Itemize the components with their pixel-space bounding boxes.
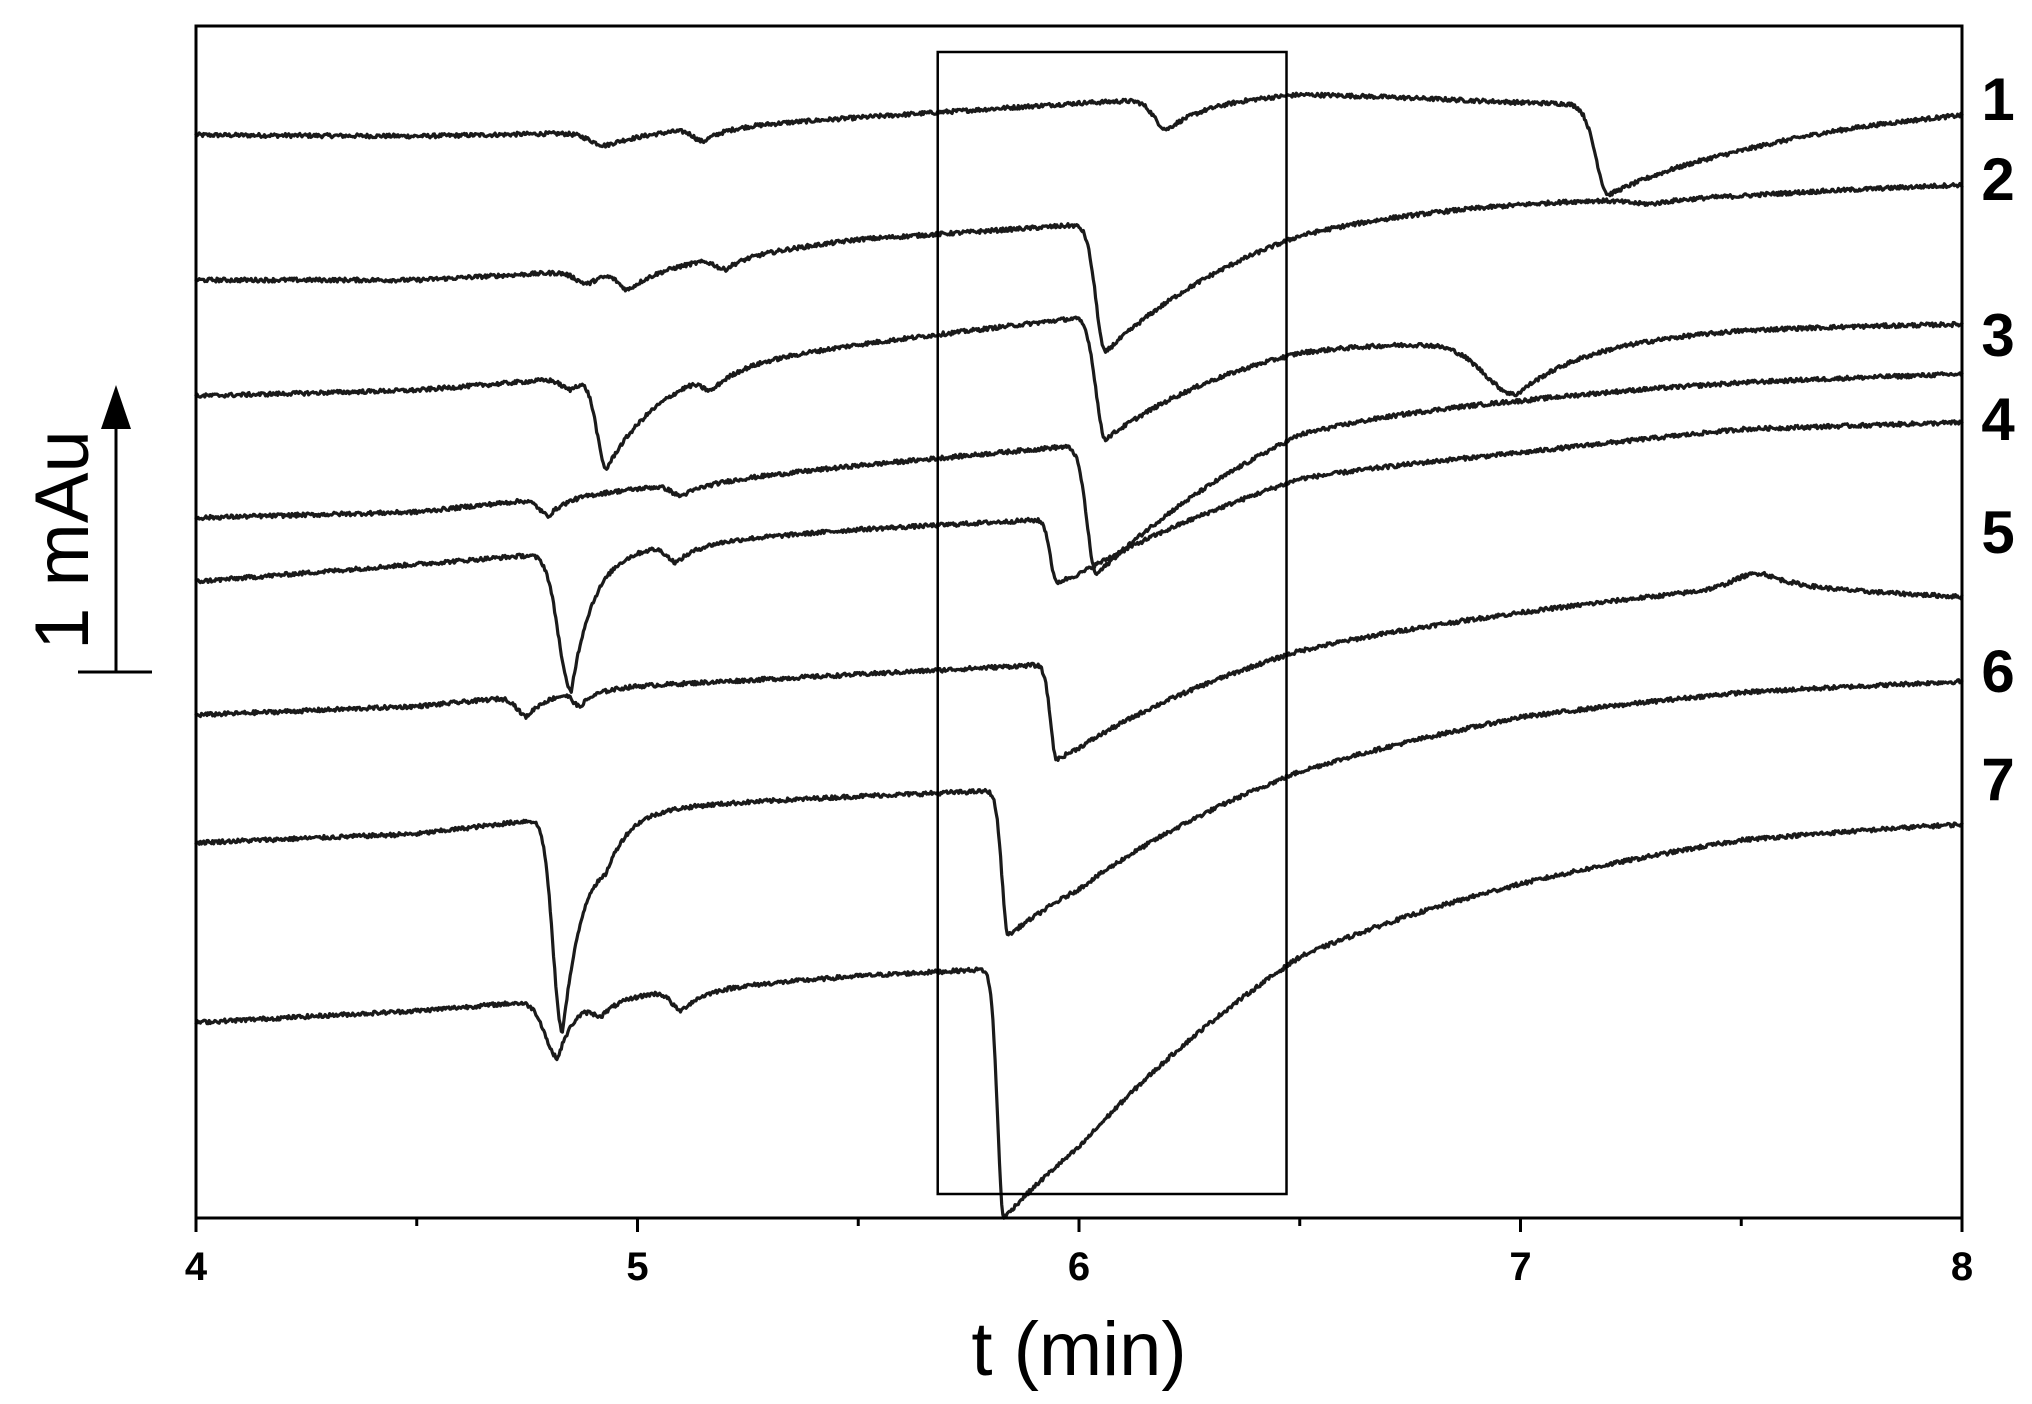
trace-line [194, 678, 1964, 1034]
trace-label: 4 [1981, 386, 2015, 453]
x-tick-label: 7 [1509, 1245, 1531, 1289]
trace-label: 6 [1981, 638, 2014, 705]
trace-line [194, 91, 1964, 198]
trace-label: 5 [1981, 499, 2014, 566]
trace-line [194, 570, 1964, 762]
plot-frame [194, 24, 1964, 1220]
x-axis-label: t (min) [971, 1307, 1186, 1392]
arrow-up-icon [101, 385, 131, 429]
x-tick-label: 5 [626, 1245, 648, 1289]
x-tick-label: 4 [185, 1245, 208, 1289]
trace-label: 3 [1981, 302, 2014, 369]
trace-line [194, 821, 1964, 1220]
trace-label: 7 [1981, 746, 2014, 813]
highlight-box [936, 50, 1288, 1196]
x-axis: 4 5 6 7 8 [185, 1218, 1973, 1289]
trace-line [194, 182, 1964, 354]
traces-group [194, 91, 1964, 1220]
trace-line [194, 371, 1964, 576]
trace-line [194, 315, 1964, 471]
x-tick-label: 8 [1951, 1245, 1973, 1289]
trace-line [194, 419, 1964, 694]
trace-label: 2 [1981, 146, 2014, 213]
scale-bar-label: 1 mAu [20, 430, 105, 650]
trace-labels: 1 2 3 4 5 6 7 [1981, 66, 2015, 813]
x-tick-label: 6 [1068, 1245, 1090, 1289]
trace-label: 1 [1981, 66, 2014, 133]
scale-bar: 1 mAu [20, 385, 152, 674]
